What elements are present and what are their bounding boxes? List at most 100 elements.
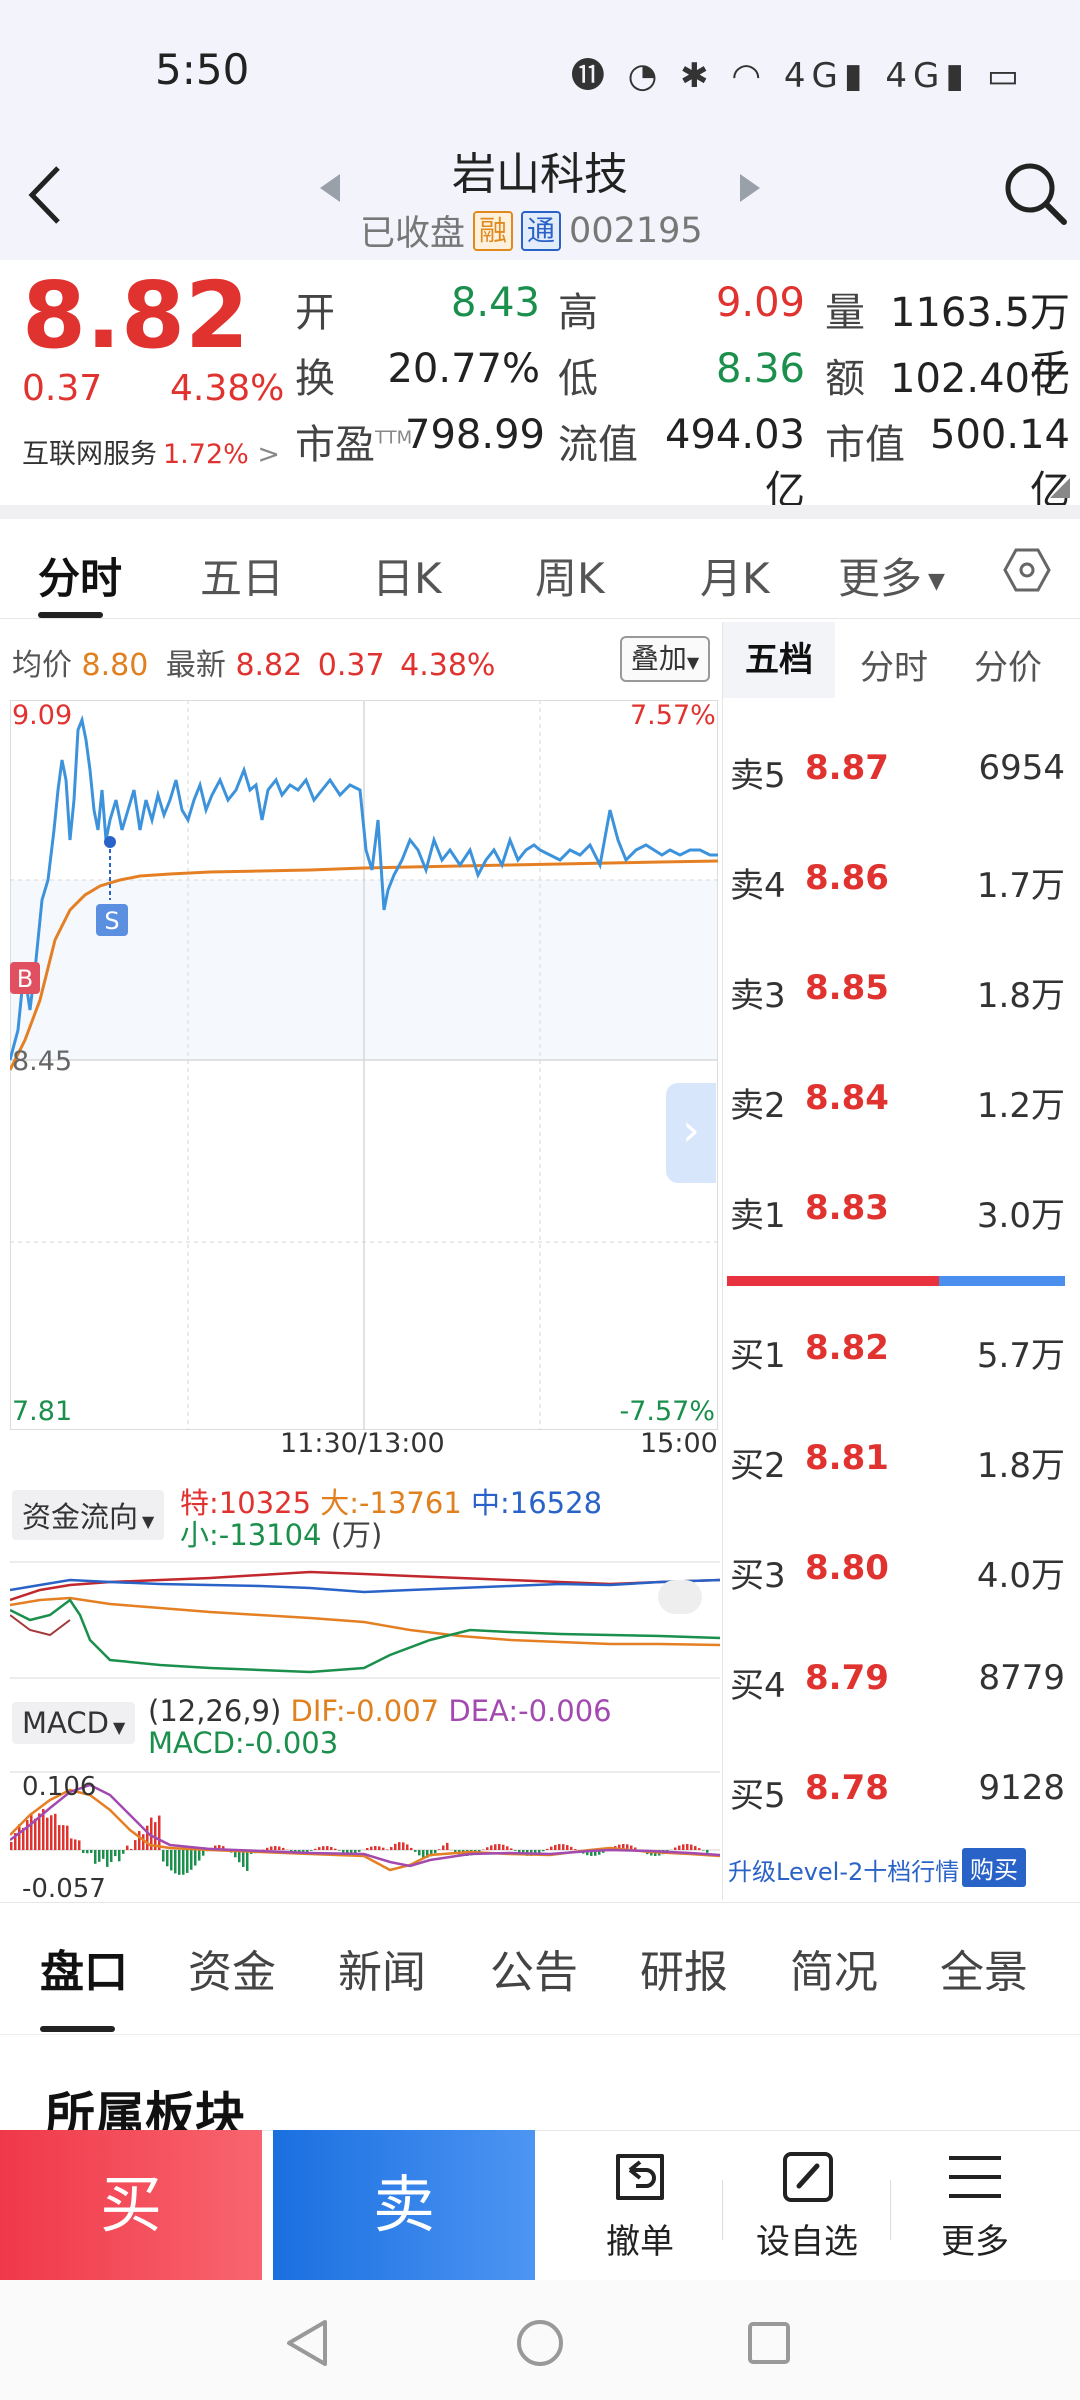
tab-research[interactable]: 研报 <box>640 1947 728 1998</box>
expand-panel-handle[interactable]: › <box>666 1083 716 1183</box>
bid-volume: 5.7万 <box>976 1336 1065 1376</box>
bid-volume: 1.8万 <box>976 1446 1065 1486</box>
fund-unit: (万) <box>330 1518 383 1552</box>
macd-bar <box>690 1844 693 1850</box>
macd-bar <box>490 1845 493 1850</box>
macd-bar <box>54 1813 57 1850</box>
macd-selector[interactable]: MACD ▼ <box>12 1702 136 1744</box>
overlay-button[interactable]: 叠加▼ <box>620 636 710 682</box>
industry-link[interactable]: 互联网服务 1.72% > <box>22 432 280 471</box>
more-button[interactable]: 更多 <box>900 2148 1050 2263</box>
ask-row[interactable]: 卖1 8.83 3.0万 <box>730 1188 1065 1248</box>
tab-five-day[interactable]: 五日 <box>200 554 285 603</box>
intraday-chart[interactable]: B S <box>10 700 718 1430</box>
bid-row[interactable]: 买4 8.79 8779 <box>730 1658 1065 1718</box>
macd-bar <box>374 1846 377 1850</box>
level2-buy-button[interactable]: 购买 <box>962 1848 1026 1887</box>
next-stock-icon[interactable] <box>738 172 762 204</box>
tab-announcements[interactable]: 公告 <box>490 1947 578 1998</box>
search-icon[interactable] <box>1000 158 1070 228</box>
settings-icon[interactable] <box>1002 546 1052 594</box>
ask-row[interactable]: 卖4 8.86 1.7万 <box>730 858 1065 918</box>
market-status: 已收盘 <box>360 214 466 254</box>
bid-row[interactable]: 买1 8.82 5.7万 <box>730 1328 1065 1388</box>
tab-order-book[interactable]: 盘口 <box>40 1947 128 1998</box>
macd-bar <box>486 1847 489 1850</box>
turnover-value: 20.77% <box>387 346 540 392</box>
order-book-panel <box>722 622 1068 1900</box>
nav-home-icon[interactable] <box>515 2318 565 2368</box>
macd-bar <box>626 1844 629 1850</box>
add-watchlist-button[interactable]: 设自选 <box>732 2148 882 2263</box>
ask-row[interactable]: 卖5 8.87 6954 <box>730 748 1065 808</box>
macd-bar <box>518 1850 521 1854</box>
tab-funds[interactable]: 资金 <box>188 1947 276 1998</box>
bid-row[interactable]: 买2 8.81 1.8万 <box>730 1438 1065 1498</box>
macd-bar <box>186 1850 189 1873</box>
cancel-order-button[interactable]: 撤单 <box>565 2148 715 2263</box>
bid-volume: 4.0万 <box>976 1556 1065 1596</box>
bid-row[interactable]: 买5 8.78 9128 <box>730 1768 1065 1828</box>
tab-more-label: 更多 <box>838 554 923 603</box>
macd-bar <box>326 1846 329 1850</box>
buy-button[interactable]: 买 <box>0 2130 262 2280</box>
macd-bar <box>682 1844 685 1850</box>
connect-tag: 通 <box>521 210 562 251</box>
macd-bar <box>390 1847 393 1850</box>
tab-daily-k[interactable]: 日K <box>372 554 442 603</box>
macd-bar <box>394 1843 397 1850</box>
macd-dea-label: DEA: <box>448 1694 519 1728</box>
ask-price: 8.84 <box>805 1078 889 1118</box>
macd-bar <box>110 1850 113 1862</box>
latest-change: 0.37 <box>317 648 385 683</box>
macd-bar <box>354 1850 357 1854</box>
macd-bar <box>630 1845 633 1850</box>
ask-row[interactable]: 卖3 8.85 1.8万 <box>730 968 1065 1028</box>
latest-value: 8.82 <box>235 648 303 683</box>
separator <box>890 2180 891 2240</box>
macd-bar <box>330 1847 333 1850</box>
cancel-order-label: 撤单 <box>606 2222 674 2262</box>
tab-tick[interactable]: 分时 <box>860 648 928 688</box>
tab-price-volume[interactable]: 分价 <box>974 648 1042 688</box>
divider <box>0 2034 1080 2035</box>
ask-row[interactable]: 卖2 8.84 1.2万 <box>730 1078 1065 1138</box>
y-axis-high: 9.09 <box>12 700 73 731</box>
sell-button[interactable]: 卖 <box>273 2130 535 2280</box>
macd-macd-label: MACD: <box>148 1726 245 1760</box>
tab-intraday[interactable]: 分时 <box>38 554 123 603</box>
macd-bar <box>570 1846 573 1850</box>
y-axis-mid: 8.45 <box>12 1046 73 1077</box>
macd-bar <box>550 1846 553 1850</box>
chevron-right-icon: > <box>257 439 280 470</box>
tab-profile[interactable]: 简况 <box>790 1947 878 1998</box>
macd-bar <box>98 1850 101 1862</box>
macd-bar <box>698 1848 701 1850</box>
macd-bar <box>82 1850 85 1854</box>
tab-panorama[interactable]: 全景 <box>940 1947 1028 1998</box>
macd-bar <box>514 1850 517 1851</box>
tab-weekly-k[interactable]: 周K <box>535 554 605 603</box>
bid-row[interactable]: 买3 8.80 4.0万 <box>730 1548 1065 1608</box>
macd-y-top: 0.106 <box>22 1772 97 1802</box>
collapse-icon[interactable] <box>1050 478 1070 498</box>
macd-bar <box>410 1847 413 1850</box>
tab-more[interactable]: 更多 ▼ <box>838 545 945 606</box>
prev-stock-icon[interactable] <box>318 172 342 204</box>
level2-upgrade-link[interactable]: 升级Level-2十档行情 <box>728 1858 960 1886</box>
more-label: 更多 <box>941 2222 1009 2262</box>
macd-bar <box>566 1845 569 1850</box>
tab-monthly-k[interactable]: 月K <box>700 554 770 603</box>
tab-five-level[interactable]: 五档 <box>723 622 835 698</box>
nav-recents-icon[interactable] <box>746 2320 792 2366</box>
nav-back-icon[interactable] <box>285 2318 329 2368</box>
tab-news[interactable]: 新闻 <box>338 1947 426 1998</box>
ask-volume: 1.7万 <box>976 866 1065 906</box>
macd-bar <box>94 1850 97 1864</box>
buy-marker-label: B <box>17 965 33 993</box>
macd-bar <box>14 1833 17 1850</box>
fund-flow-selector[interactable]: 资金流向 ▼ <box>12 1490 165 1540</box>
macd-bar <box>426 1850 429 1858</box>
macd-bar <box>102 1850 105 1859</box>
back-icon[interactable] <box>22 160 72 230</box>
